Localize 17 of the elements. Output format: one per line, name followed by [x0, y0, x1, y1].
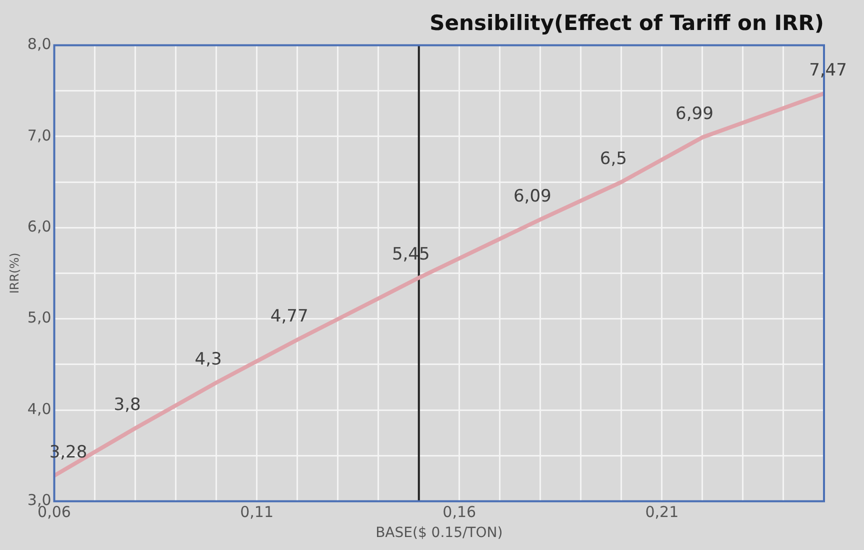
y-tick-label: 4,0: [27, 400, 52, 418]
y-tick-label: 6,0: [27, 217, 52, 236]
y-axis-title: IRR(%): [7, 252, 22, 294]
y-tick-label: 8,0: [27, 35, 52, 54]
data-label: 6,99: [676, 104, 714, 124]
x-tick-label: 0,16: [442, 503, 476, 522]
x-axis-title: BASE($ 0.15/TON): [376, 525, 503, 542]
chart-title: Sensibility(Effect of Tariff on IRR): [430, 11, 824, 36]
data-label: 4,77: [270, 306, 308, 327]
data-label: 4,3: [194, 350, 222, 370]
data-label: 6,5: [600, 148, 627, 169]
y-tick-label: 5,0: [27, 308, 52, 327]
data-label: 3,8: [114, 395, 141, 416]
y-tick-label: 7,0: [27, 126, 52, 144]
x-tick-label: 0,11: [240, 503, 274, 522]
x-tick-label: 0,21: [645, 503, 679, 522]
data-label: 6,09: [513, 186, 552, 206]
